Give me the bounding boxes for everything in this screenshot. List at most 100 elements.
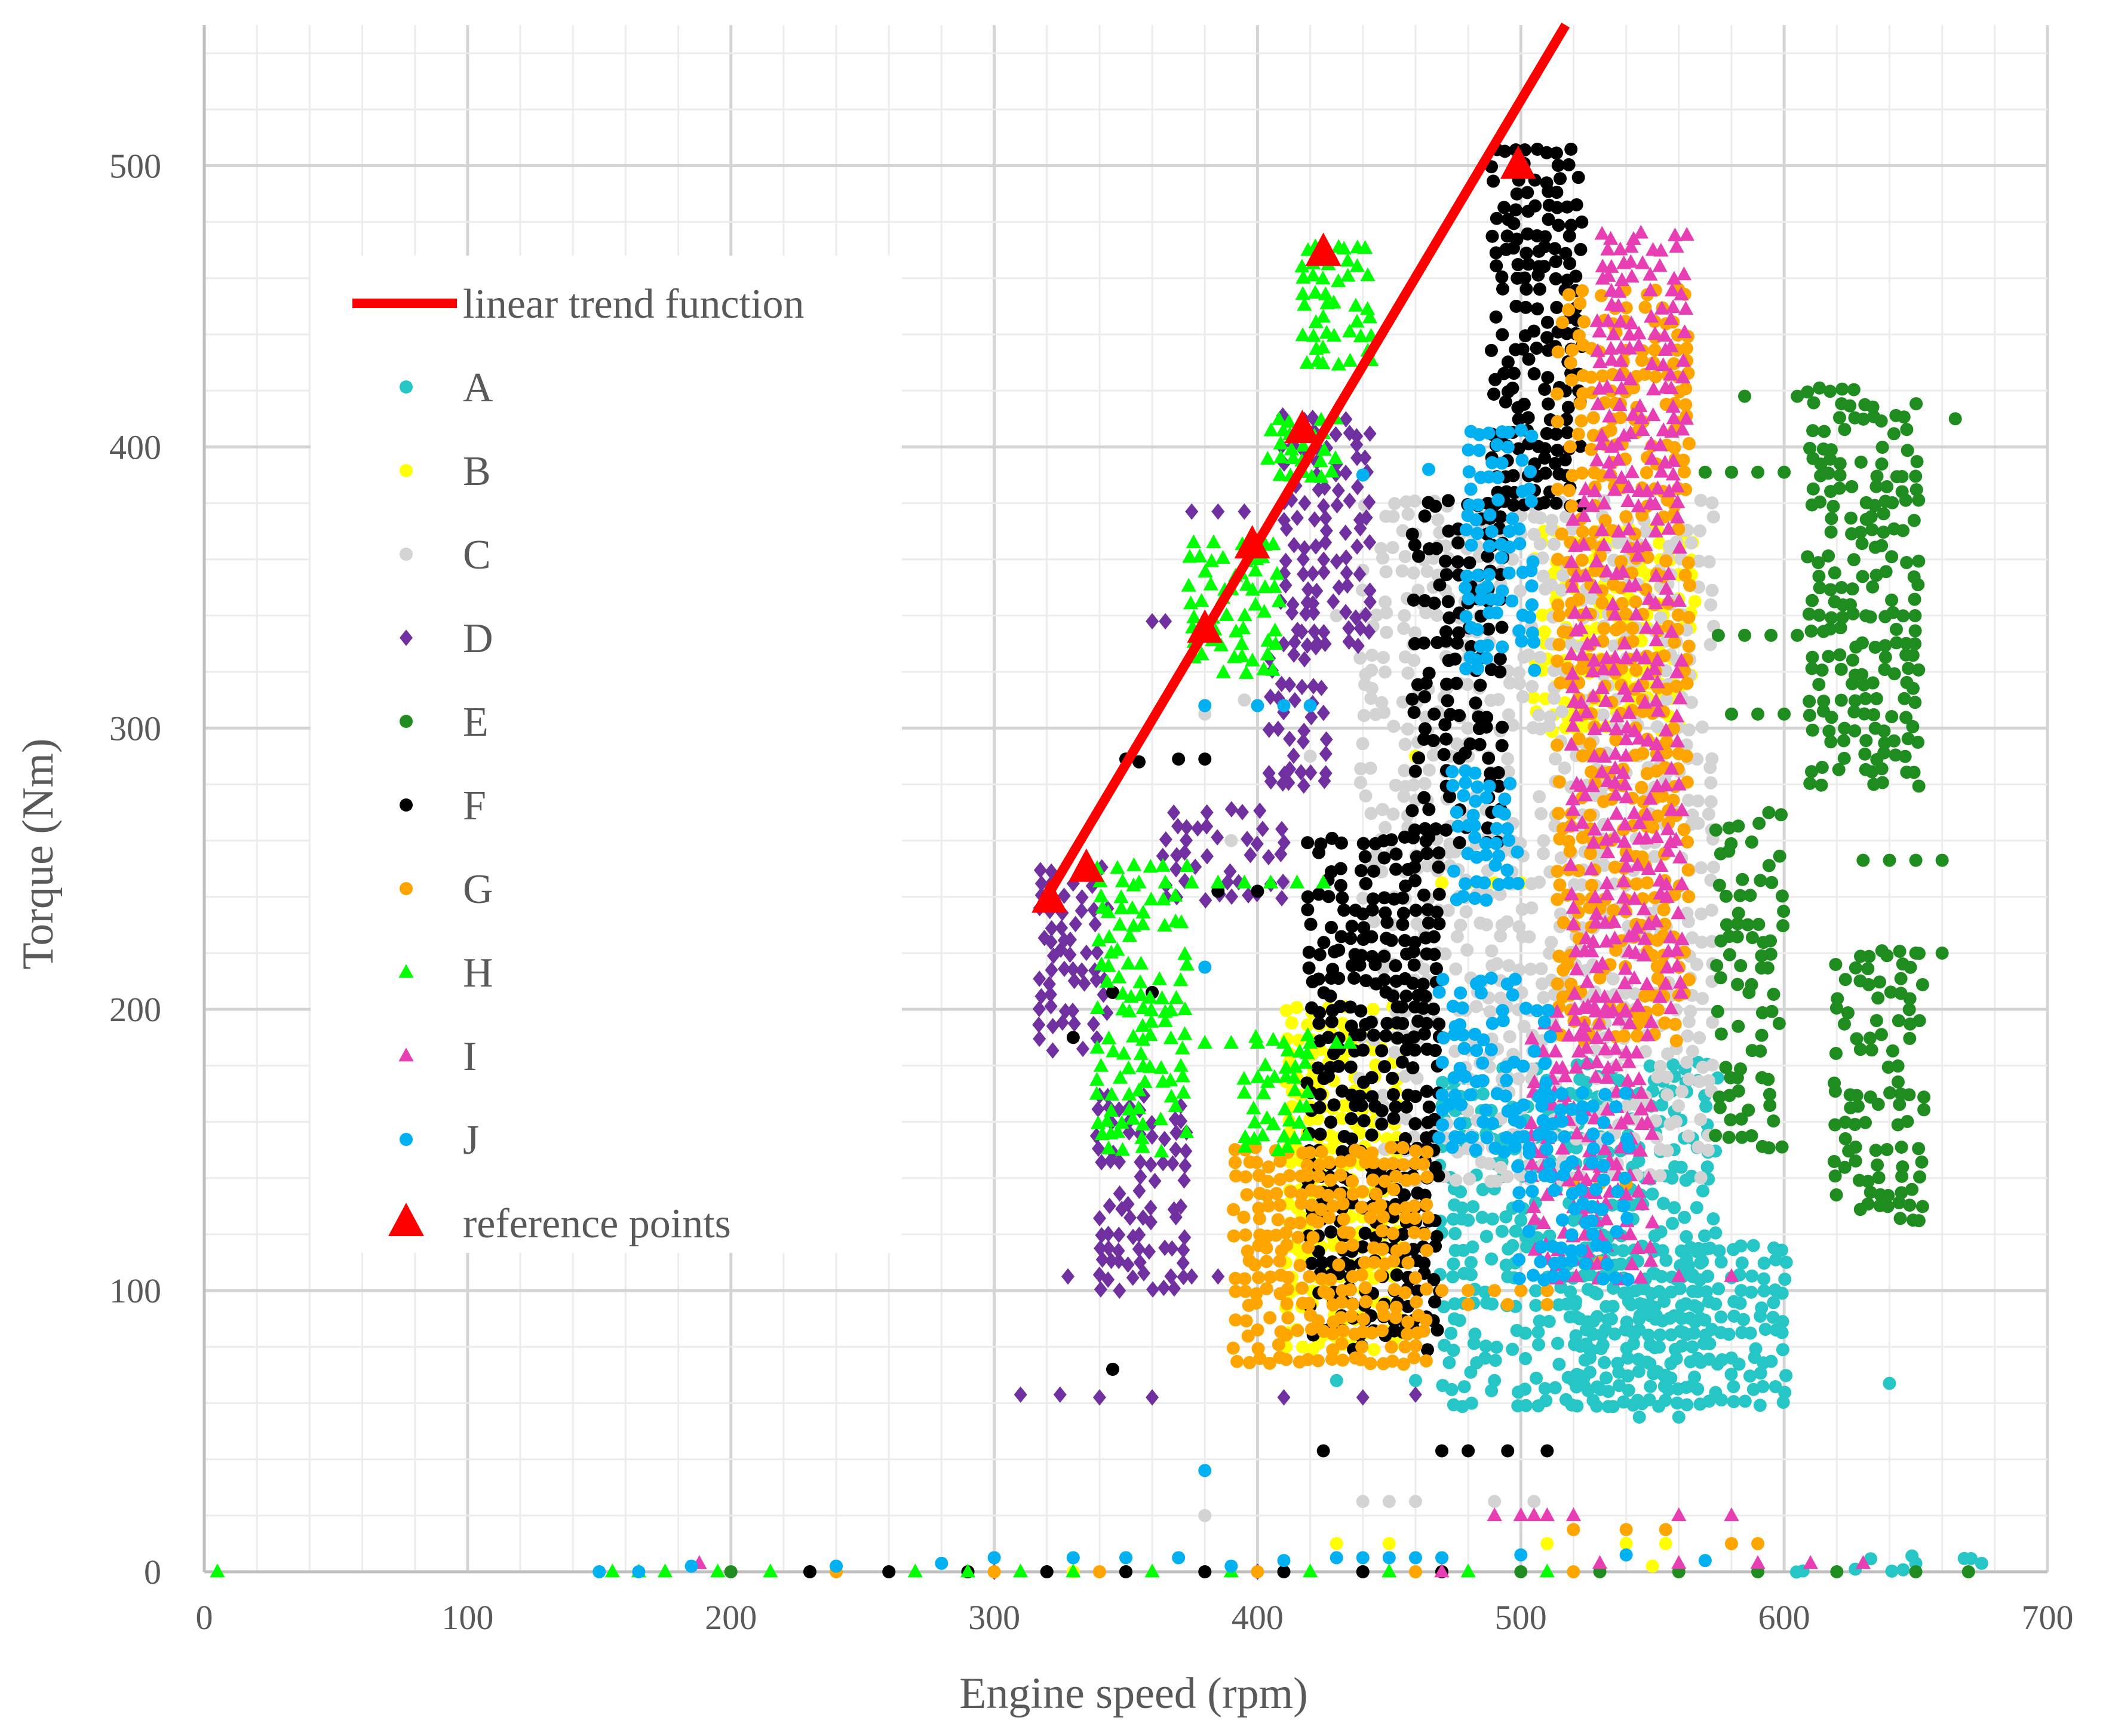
data-point-E [1745,978,1758,991]
data-point-B [1435,876,1448,889]
data-point-B [1367,1003,1380,1016]
data-point-G [1324,1273,1337,1286]
data-point-E [1896,470,1909,483]
data-point-C [1516,690,1530,703]
data-point-J [1523,1147,1536,1160]
data-point-E [1841,1006,1855,1019]
data-point-J [1446,779,1459,792]
data-point-E [1844,512,1858,525]
data-point-G [1239,1170,1252,1184]
data-point-J [1502,426,1515,439]
data-point-J [1574,1244,1588,1257]
data-point-H [1295,286,1310,300]
data-point-J [1524,1170,1537,1184]
data-point-G [1620,1523,1633,1536]
data-point-C [1198,1509,1211,1522]
data-point-E [1902,1088,1915,1101]
data-point-E [1803,442,1816,455]
y-tick-label: 300 [109,709,161,748]
data-point-A [1755,1301,1768,1314]
data-point-J [1435,1551,1448,1564]
data-point-E [1886,1044,1899,1058]
data-point-A [1714,1310,1727,1323]
data-point-C [1364,761,1377,775]
data-point-I [1580,974,1595,988]
data-point-H [1343,353,1358,367]
data-point-D [1143,1243,1156,1260]
data-point-D [1134,1154,1147,1170]
data-point-J [1526,555,1539,569]
data-point-J [1522,483,1536,496]
data-point-C [1397,622,1410,635]
data-point-F [1533,282,1546,296]
data-point-D [1179,1143,1192,1160]
data-point-G [1551,388,1564,401]
data-point-E [1766,1005,1779,1018]
data-point-F [1322,890,1335,903]
data-point-J [1460,610,1473,623]
data-point-D [1287,748,1300,764]
data-point-A [1745,1286,1758,1299]
data-point-E [1885,594,1898,607]
data-point-F [1516,343,1530,356]
data-point-H [1316,309,1331,322]
data-point-A [1444,1327,1457,1340]
data-point-J [1523,611,1536,624]
data-point-E [1816,663,1829,677]
data-point-A [1330,1374,1343,1387]
data-point-F [1432,846,1445,859]
data-point-F [1385,934,1398,947]
data-point-F [1518,398,1531,411]
data-point-F [882,1565,895,1578]
data-point-H [1155,858,1170,872]
data-point-E [1777,466,1791,479]
data-point-C [1396,564,1409,577]
data-point-A [1631,1394,1644,1407]
data-point-A [1688,1371,1701,1384]
data-point-E [1835,383,1849,396]
data-point-E [1723,948,1736,961]
data-point-J [1485,972,1498,985]
data-point-E [1806,594,1819,607]
data-point-D [1272,721,1285,738]
data-point-G [1587,411,1600,425]
data-point-E [1913,1014,1926,1027]
data-point-G [1409,1339,1422,1353]
data-point-J [1491,493,1505,506]
x-tick-label: 0 [196,1598,213,1637]
data-point-E [1908,609,1921,622]
data-point-J [1464,1088,1477,1101]
data-point-E [1732,819,1745,832]
data-point-E [1856,854,1869,867]
data-point-E [1763,859,1776,872]
data-point-J [1482,426,1495,440]
data-point-G [1343,1226,1356,1239]
data-point-G [1260,1242,1273,1255]
data-point-H [1094,889,1109,902]
data-point-G [1262,1160,1275,1173]
data-point-E [1835,694,1848,707]
data-point-C [1543,710,1557,723]
data-point-A [1490,1341,1503,1354]
data-point-J [1251,699,1264,712]
data-point-E [1845,480,1858,493]
data-point-G [1551,598,1564,612]
data-point-F [1427,708,1441,721]
data-point-A [1776,1343,1789,1356]
data-point-G [1435,1284,1448,1297]
data-point-D [1169,1141,1182,1158]
data-point-G [1322,1189,1335,1202]
data-point-F [1442,595,1455,608]
data-point-B [1689,595,1702,608]
data-point-E [1754,874,1767,887]
data-point-G [1260,1255,1273,1268]
data-point-E [1822,650,1835,663]
data-point-D [1332,483,1345,499]
data-point-J [1198,1464,1211,1477]
data-point-I [1527,1507,1542,1521]
data-point-F [1482,752,1495,765]
data-point-J [1453,1117,1466,1130]
data-point-D [1076,1041,1089,1058]
data-point-F [1561,426,1574,439]
data-point-G [1409,1271,1422,1285]
